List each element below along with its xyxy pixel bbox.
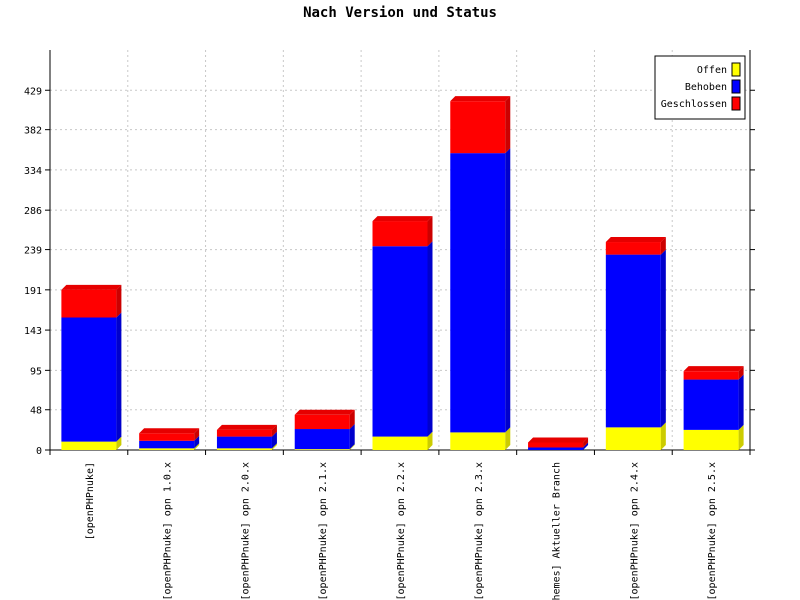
bar-offen [61, 441, 117, 450]
bar-behoben-side [738, 374, 744, 430]
x-tick-label: [openPHPnuke] opn 2.5.x [707, 462, 718, 600]
bar-behoben-side [505, 148, 511, 433]
bar-geschlossen [294, 414, 350, 430]
bar-behoben [450, 153, 506, 433]
legend-label: Behoben [685, 82, 727, 93]
bar-behoben-side [349, 424, 355, 450]
bar-behoben [294, 429, 350, 450]
bar-behoben [683, 379, 739, 430]
bar-geschlossen [61, 289, 117, 318]
bar-behoben [61, 317, 117, 442]
bar-behoben [216, 436, 272, 449]
x-tick-label: [openPHPnuke] opn 2.2.x [396, 462, 407, 600]
x-tick-label: [openPHPnuke] opn 2.4.x [629, 462, 640, 600]
y-tick-label: 143 [24, 326, 42, 337]
bar-geschlossen [683, 371, 739, 380]
bar-offen [294, 449, 350, 450]
bar-geschlossen-top [372, 216, 433, 222]
bar-geschlossen [139, 433, 195, 441]
bar-geschlossen-top [683, 366, 744, 372]
bar-offen [372, 436, 428, 450]
x-tick-label: [openPHPnuke] opn 1.0.x [163, 462, 174, 600]
legend-label: Geschlossen [661, 99, 727, 110]
bar-geschlossen-side [427, 216, 433, 247]
y-tick-label: 429 [24, 86, 42, 97]
x-tick-label: [openPHPnuke] opn 2.1.x [318, 462, 329, 600]
bar-behoben-side [194, 435, 200, 449]
x-tick-label: [openPHPnuke] [85, 462, 96, 540]
bar-offen [683, 429, 739, 450]
x-tick-label: themes] Aktueller Branch [552, 462, 563, 600]
legend-swatch [731, 79, 741, 94]
bar-behoben-side [660, 249, 666, 428]
bar-geschlossen-top [61, 284, 122, 290]
bar-behoben [372, 246, 428, 437]
y-tick-label: 239 [24, 246, 42, 257]
bar-offen [139, 448, 195, 450]
y-tick-label: 95 [30, 366, 42, 377]
bar-offen-side [738, 424, 744, 450]
bar-offen-side [271, 443, 277, 450]
legend-swatch [731, 96, 741, 111]
x-tick-label: [openPHPnuke] opn 2.3.x [474, 462, 485, 600]
bar-behoben-side [583, 442, 589, 450]
bar-geschlossen [450, 101, 506, 154]
bar-geschlossen [372, 221, 428, 247]
y-tick-label: 191 [24, 286, 42, 297]
bar-geschlossen-top [294, 409, 355, 415]
bar-geschlossen-top [450, 96, 511, 102]
legend-box [654, 55, 746, 120]
bar-behoben [605, 254, 661, 428]
bar-geschlossen-side [116, 284, 122, 318]
bar-geschlossen-side [271, 424, 277, 437]
bar-behoben [528, 447, 584, 450]
bar-behoben-side [116, 312, 122, 442]
bar-geschlossen [605, 242, 661, 255]
bar-geschlossen [528, 442, 584, 448]
x-tick-label: [openPHPnuke] opn 2.0.x [240, 462, 251, 600]
legend-swatch [731, 62, 741, 77]
y-tick-label: 0 [36, 446, 42, 457]
legend: Offen Behoben Geschlossen [654, 55, 746, 120]
y-tick-label: 48 [30, 406, 42, 417]
bar-offen-side [349, 444, 355, 450]
y-tick-label: 334 [24, 166, 42, 177]
bar-offen-side [505, 427, 511, 450]
bar-geschlossen-top [139, 428, 200, 434]
bar-offen [450, 432, 506, 450]
bar-geschlossen-top [528, 437, 589, 443]
y-tick-label: 286 [24, 206, 42, 217]
bar-geschlossen-side [194, 428, 200, 441]
y-tick-label: 382 [24, 126, 42, 137]
bar-geschlossen-side [738, 366, 744, 380]
bar-behoben-side [271, 431, 277, 449]
bar-geschlossen-side [349, 409, 355, 430]
chart-title: Nach Version und Status [303, 5, 497, 21]
bar-offen-side [116, 436, 122, 450]
bar-behoben [139, 440, 195, 449]
bar-behoben-side [427, 241, 433, 437]
bar-offen-side [660, 422, 666, 450]
bar-offen-side [194, 443, 200, 450]
bar-geschlossen-side [660, 237, 666, 255]
bar-geschlossen-top [605, 237, 666, 243]
bar-geschlossen-side [505, 96, 511, 154]
bar-offen [605, 427, 661, 450]
legend-label: Offen [697, 65, 727, 76]
bar-geschlossen-top [216, 424, 277, 430]
bar-geschlossen-side [583, 437, 589, 448]
bar-geschlossen [216, 429, 272, 437]
bar-offen-side [427, 431, 433, 450]
bar-offen [216, 448, 272, 450]
